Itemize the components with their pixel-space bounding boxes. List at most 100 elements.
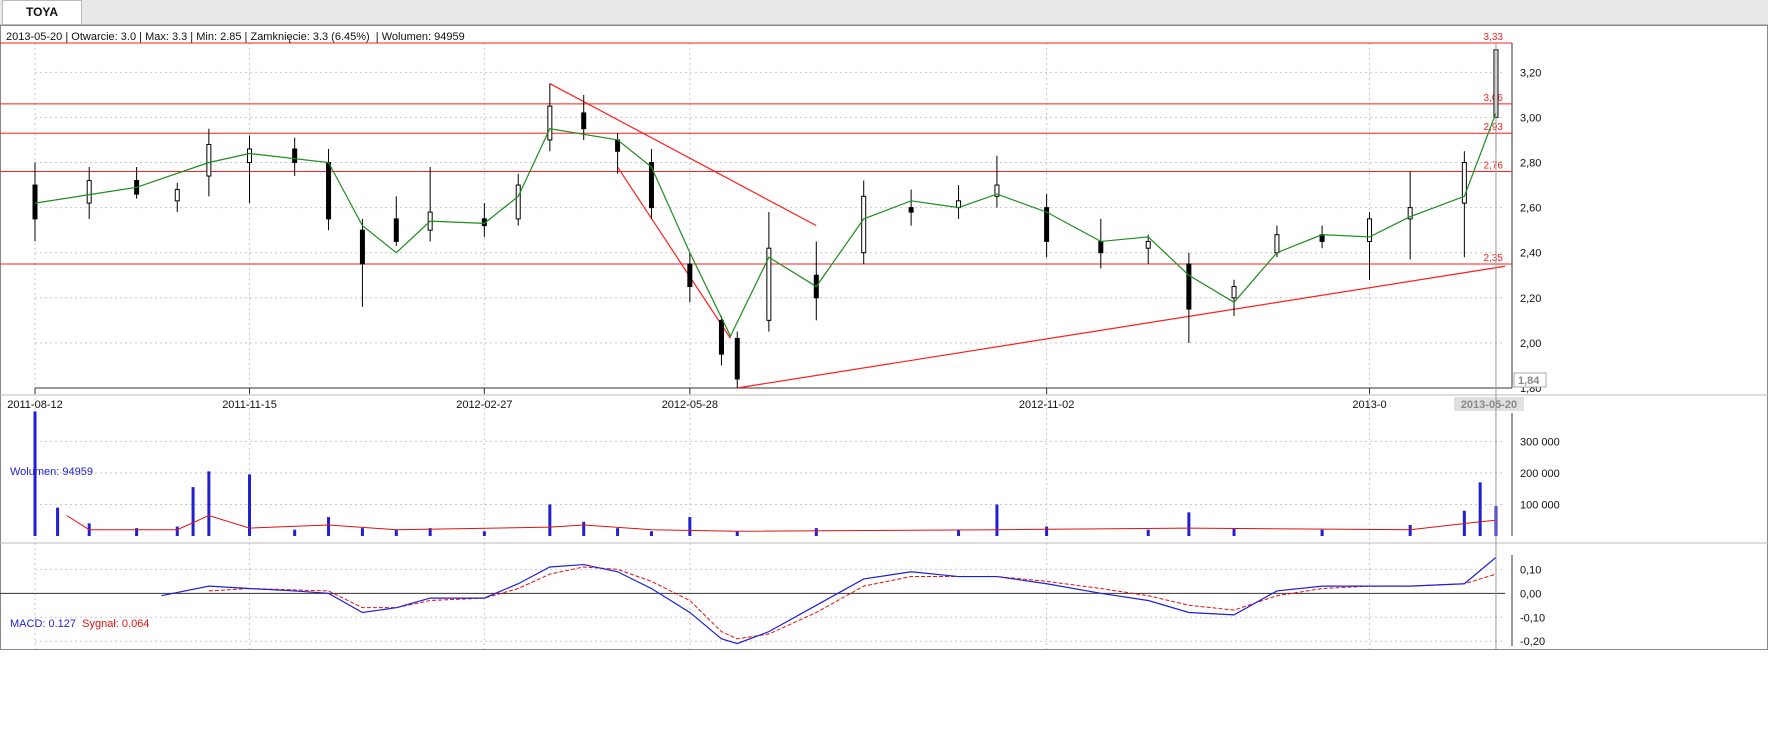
- volume-bar: [649, 531, 653, 536]
- macd-axis-tick: -0,20: [1520, 636, 1545, 648]
- trend-line: [737, 265, 1506, 389]
- signal-value-label: Sygnał: 0.064: [82, 618, 150, 630]
- candle-body: [648, 162, 654, 209]
- candle-body: [908, 207, 914, 213]
- info-min: Min: 2.85: [196, 31, 242, 43]
- date-tick-label: 2012-05-28: [662, 399, 718, 411]
- volume-bar: [814, 528, 818, 536]
- macd-axis-tick: 0,00: [1520, 588, 1541, 600]
- volume-axis-tick: 200 000: [1520, 468, 1560, 480]
- info-volume: Wolumen: 94959: [381, 31, 465, 43]
- candle-body: [32, 184, 38, 220]
- volume-bar: [360, 528, 364, 536]
- date-tick-label: 2012-11-02: [1019, 399, 1074, 411]
- candle-body: [206, 143, 212, 177]
- volume-axis-tick: 300 000: [1520, 436, 1560, 448]
- volume-bar: [56, 507, 60, 536]
- volume-bar: [394, 529, 398, 536]
- volume-bar: [428, 528, 432, 536]
- price-axis-tick: 2,20: [1520, 293, 1541, 305]
- volume-bar: [327, 517, 331, 536]
- date-tick-label: 2012-02-27: [456, 399, 512, 411]
- volume-bar: [1045, 526, 1049, 536]
- support-level-label: 2,93: [1484, 122, 1504, 133]
- candle-body: [247, 148, 253, 164]
- signal-line: [208, 566, 1497, 640]
- volume-bar: [207, 471, 211, 536]
- candle-body: [1461, 162, 1467, 204]
- volume-axis-tick: 100 000: [1520, 499, 1560, 511]
- macd-axis-tick: 0,10: [1520, 564, 1541, 576]
- candle-body: [292, 148, 298, 164]
- volume-average-line: [66, 514, 1497, 532]
- candle-body: [734, 337, 740, 380]
- support-level-label: 3,33: [1484, 32, 1504, 43]
- volume-bar: [735, 531, 739, 536]
- tab-toya[interactable]: TOYA: [2, 0, 82, 24]
- cursor-date-box: [1453, 397, 1524, 411]
- date-tick-label: 2011-08-12: [7, 399, 62, 411]
- volume-bar: [191, 487, 195, 536]
- volume-bar: [135, 528, 139, 536]
- candle-body: [861, 195, 867, 254]
- volume-bar: [482, 531, 486, 536]
- macd-line: [161, 556, 1497, 645]
- date-tick-label: 2011-11-15: [222, 399, 277, 411]
- candle-body: [326, 162, 332, 220]
- candle-body: [547, 105, 553, 141]
- info-date: 2013-05-20: [6, 31, 63, 43]
- tab-bar: TOYA: [0, 0, 1768, 25]
- candle-body: [766, 247, 772, 321]
- info-max: Max: 3.3: [145, 31, 188, 43]
- volume-bar: [175, 526, 179, 536]
- ohlc-info-bar: 2013-05-20 | Otwarcie: 3.0 | Max: 3.3 | …: [6, 31, 465, 43]
- candle-body: [515, 184, 521, 220]
- trend-line: [549, 83, 817, 227]
- volume-bar: [1187, 512, 1191, 536]
- volume-bar: [688, 517, 692, 536]
- price-axis-tick: 3,00: [1520, 112, 1541, 124]
- candle-body: [687, 263, 693, 288]
- volume-bar: [1232, 528, 1236, 536]
- volume-bar: [293, 529, 297, 536]
- moving-average-line: [34, 112, 1497, 338]
- candle-body: [1044, 207, 1050, 242]
- volume-bar: [995, 504, 999, 536]
- candle-body: [1367, 218, 1373, 242]
- volume-bar: [1146, 529, 1150, 536]
- candle-body: [174, 189, 180, 202]
- volume-bar: [33, 411, 37, 536]
- cursor-date-label: 2013-05-20: [1461, 399, 1517, 411]
- volume-bar: [248, 474, 252, 536]
- candle-body: [1098, 240, 1104, 254]
- volume-bar: [1478, 482, 1482, 536]
- info-open: Otwarcie: 3.0: [71, 31, 137, 43]
- volume-bar: [957, 529, 961, 536]
- volume-bar: [1408, 524, 1412, 536]
- chart-frame: [0, 25, 1768, 650]
- info-close: Zamknięcie: 3.3 (6.45%): [250, 31, 370, 43]
- macd-value-label: MACD: 0.127: [10, 618, 77, 630]
- volume-panel-label: Wolumen: 94959: [10, 466, 93, 478]
- candle-body: [1231, 286, 1237, 299]
- candle-body: [393, 218, 399, 242]
- candle-body: [1186, 263, 1192, 310]
- support-level-label: 2,76: [1484, 161, 1504, 172]
- candle-body: [1145, 240, 1151, 249]
- current-price-label: 1,84: [1518, 375, 1540, 387]
- price-axis-tick: 2,40: [1520, 248, 1541, 260]
- macd-axis-tick: -0,10: [1520, 612, 1545, 624]
- volume-bar: [548, 504, 552, 536]
- candle-body: [581, 112, 587, 130]
- chart-area[interactable]: 3,20 3,00 2,80 2,60 2,40 2,20 2,00 1,80 2011-08-…: [0, 25, 1768, 736]
- candle-body: [359, 229, 365, 265]
- date-tick-label: 2013-0: [1352, 399, 1386, 411]
- volume-bar: [1320, 529, 1324, 536]
- stock-chart[interactable]: 3,203,002,802,602,402,202,001,802011-08-…: [0, 25, 1768, 736]
- macd-panel-label: MACD: 0.127 Sygnał: 0.064: [10, 618, 149, 630]
- candle-body: [86, 180, 92, 204]
- price-axis-tick: 2,00: [1520, 338, 1541, 350]
- candle-body: [994, 184, 1000, 197]
- candle-body: [1407, 207, 1413, 220]
- support-level-label: 2,35: [1484, 253, 1504, 264]
